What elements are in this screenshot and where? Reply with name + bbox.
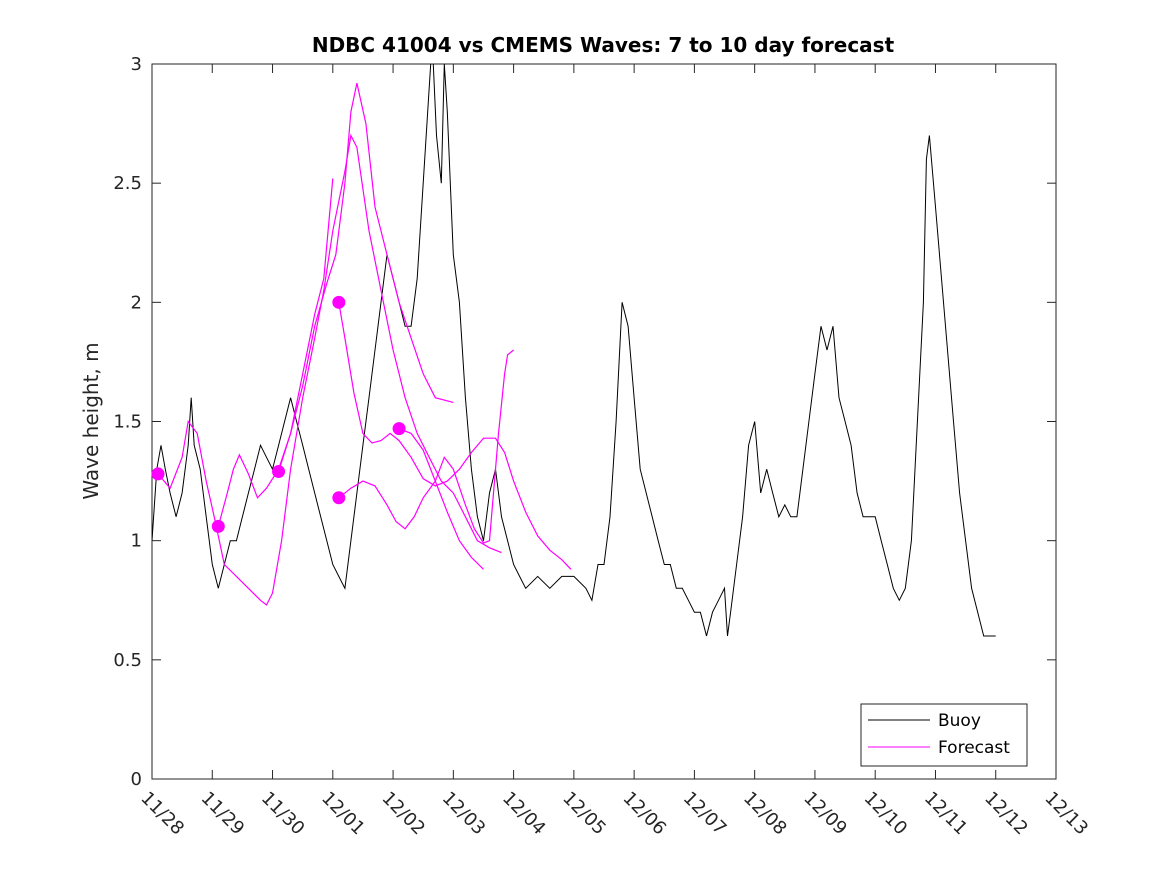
x-tick-label: 12/07	[679, 788, 731, 840]
y-tick-label: 2.5	[113, 173, 142, 194]
legend-buoy-label: Buoy	[938, 711, 981, 731]
forecast-start-marker-6	[392, 422, 406, 436]
x-tick-label: 11/29	[197, 788, 249, 840]
x-tick-label: 11/28	[136, 788, 188, 840]
forecast-start-marker-4	[332, 295, 346, 309]
buoy-series-line	[152, 64, 996, 637]
x-tick-label: 12/13	[1040, 788, 1092, 840]
forecast-series-line-3	[278, 178, 334, 472]
y-tick-label: 3	[131, 54, 142, 75]
axes-box	[151, 63, 1057, 780]
chart-title: NDBC 41004 vs CMEMS Waves: 7 to 10 day f…	[312, 33, 895, 57]
x-tick-label: 12/01	[317, 788, 369, 840]
forecast-start-marker-1	[151, 467, 165, 481]
x-tick-label: 12/11	[920, 788, 972, 840]
legend-box	[860, 703, 1028, 767]
x-tick-label: 12/06	[619, 788, 671, 840]
x-tick-label: 12/09	[799, 788, 851, 840]
x-tick-label: 12/12	[980, 788, 1032, 840]
forecast-series-line-6	[398, 428, 484, 570]
x-tick-label: 12/08	[739, 788, 791, 840]
y-tick-label: 0	[131, 769, 142, 790]
x-tick-label: 12/04	[498, 788, 550, 840]
forecast-start-marker-5	[332, 491, 346, 505]
y-axis-label: Wave height, m	[79, 342, 103, 499]
x-tick-label: 12/10	[860, 788, 912, 840]
y-tick-label: 1	[131, 531, 142, 552]
y-tick-label: 0.5	[113, 650, 142, 671]
x-tick-label: 11/30	[257, 788, 309, 840]
y-tick-label: 2	[131, 292, 142, 313]
forecast-start-marker-2	[211, 519, 225, 533]
y-tick-label: 1.5	[113, 412, 142, 433]
x-tick-label: 12/03	[438, 788, 490, 840]
x-tick-label: 12/05	[558, 788, 610, 840]
forecast-series-line-1	[157, 133, 502, 606]
x-tick-label: 12/02	[378, 788, 430, 840]
forecast-start-marker-3	[272, 465, 286, 479]
forecast-series-line-4	[338, 302, 572, 570]
legend: Buoy Forecast	[860, 703, 1028, 767]
forecast-series-line-2	[217, 82, 454, 527]
forecast-series-line-5	[338, 349, 514, 544]
legend-forecast-label: Forecast	[938, 738, 1010, 758]
